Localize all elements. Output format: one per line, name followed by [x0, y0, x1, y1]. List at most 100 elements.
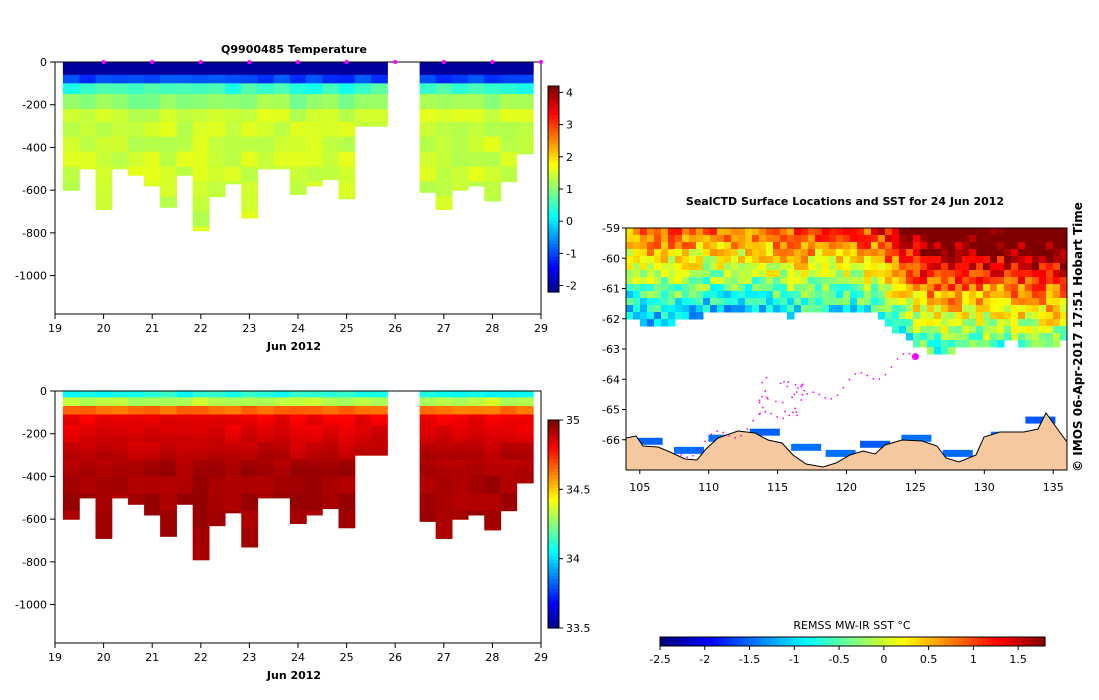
sst-cell — [955, 333, 963, 341]
heatmap-cell — [192, 446, 210, 450]
heatmap-cell — [338, 87, 356, 91]
heatmap-cell — [257, 70, 275, 74]
heatmap-cell — [62, 136, 80, 140]
heatmap-cell — [257, 448, 275, 452]
heatmap-cell — [79, 119, 97, 123]
heatmap-cell — [257, 68, 275, 72]
heatmap-cell — [451, 397, 469, 401]
heatmap-cell — [144, 155, 161, 159]
heatmap-cell — [144, 64, 161, 67]
heatmap-cell — [484, 87, 502, 91]
sst-colorbar-swatch — [794, 637, 801, 646]
heatmap-cell — [484, 188, 502, 191]
heatmap-cell — [371, 121, 388, 125]
sst-cell — [675, 305, 683, 313]
heatmap-cell — [338, 519, 356, 522]
heatmap-cell — [484, 81, 502, 84]
heatmap-cell — [144, 506, 161, 510]
heatmap-cell — [451, 489, 469, 492]
sst-cell — [752, 305, 760, 313]
heatmap-cell — [111, 493, 129, 497]
heatmap-cell — [419, 168, 437, 172]
colorbar-swatch — [548, 530, 559, 535]
sst-cell — [689, 291, 697, 299]
sst-cell — [780, 270, 788, 278]
heatmap-cell — [225, 433, 243, 437]
heatmap-cell — [322, 115, 340, 119]
heatmap-cell — [192, 102, 210, 106]
heatmap-cell — [128, 480, 145, 484]
sst-cell — [640, 263, 648, 271]
heatmap-cell — [289, 444, 307, 448]
heatmap-cell — [338, 423, 356, 426]
heatmap-cell — [225, 446, 243, 450]
heatmap-cell — [419, 72, 437, 76]
heatmap-cell — [468, 181, 486, 185]
heatmap-cell — [95, 408, 113, 411]
sst-cell — [892, 305, 900, 313]
sst-cell — [724, 249, 732, 257]
heatmap-cell — [208, 153, 226, 157]
sst-cell — [892, 263, 900, 271]
heatmap-cell — [322, 446, 340, 450]
heatmap-cell — [419, 96, 437, 99]
sst-cell — [920, 242, 928, 250]
colorbar-tick-label: 34 — [566, 553, 580, 566]
sst-cell — [934, 298, 942, 306]
heatmap-cell — [95, 444, 113, 448]
heatmap-cell — [273, 478, 291, 482]
heatmap-cell — [95, 170, 113, 174]
heatmap-cell — [128, 168, 145, 172]
heatmap-cell — [468, 108, 486, 112]
sst-cell — [969, 242, 977, 250]
sst-cell — [1053, 284, 1061, 292]
heatmap-cell — [176, 134, 194, 138]
heatmap-cell — [62, 493, 80, 497]
heatmap-cell — [451, 502, 469, 505]
sst-cell — [752, 242, 760, 250]
colorbar-tick-label: 33.5 — [566, 622, 591, 635]
heatmap-cell — [451, 81, 469, 84]
profile-marker — [441, 60, 446, 64]
sst-cell — [843, 305, 851, 313]
heatmap-cell — [257, 463, 275, 467]
track-point — [704, 440, 707, 443]
heatmap-cell — [273, 431, 291, 435]
heatmap-cell — [257, 76, 275, 80]
sst-cell — [794, 235, 802, 243]
heatmap-cell — [338, 106, 356, 110]
colorbar-swatch — [548, 98, 559, 103]
heatmap-cell — [111, 151, 129, 155]
colorbar-swatch — [548, 611, 559, 616]
heatmap-cell — [484, 94, 502, 97]
heatmap-cell — [95, 121, 113, 125]
heatmap-cell — [371, 62, 388, 65]
heatmap-cell — [289, 474, 307, 478]
heatmap-cell — [257, 461, 275, 465]
heatmap-cell — [192, 397, 210, 401]
heatmap-cell — [208, 175, 226, 178]
heatmap-cell — [79, 134, 97, 138]
heatmap-cell — [435, 202, 453, 206]
heatmap-cell — [289, 508, 307, 512]
sst-cell — [913, 235, 921, 243]
heatmap-cell — [435, 450, 453, 454]
heatmap-cell — [95, 399, 113, 403]
sst-cell — [941, 319, 949, 327]
heatmap-cell — [79, 158, 97, 161]
heatmap-cell — [419, 128, 437, 131]
colorbar-swatch — [548, 208, 559, 213]
heatmap-cell — [419, 190, 437, 193]
heatmap-cell — [273, 64, 291, 67]
heatmap-cell — [273, 83, 291, 87]
heatmap-cell — [322, 128, 340, 131]
heatmap-cell — [257, 491, 275, 495]
heatmap-cell — [468, 395, 486, 399]
heatmap-cell — [338, 482, 356, 486]
heatmap-cell — [273, 111, 291, 114]
x-tick-label: 29 — [534, 651, 548, 664]
sst-cell — [1025, 277, 1033, 285]
colorbar-swatch — [548, 533, 559, 538]
heatmap-cell — [128, 173, 145, 176]
sst-cell — [836, 277, 844, 285]
